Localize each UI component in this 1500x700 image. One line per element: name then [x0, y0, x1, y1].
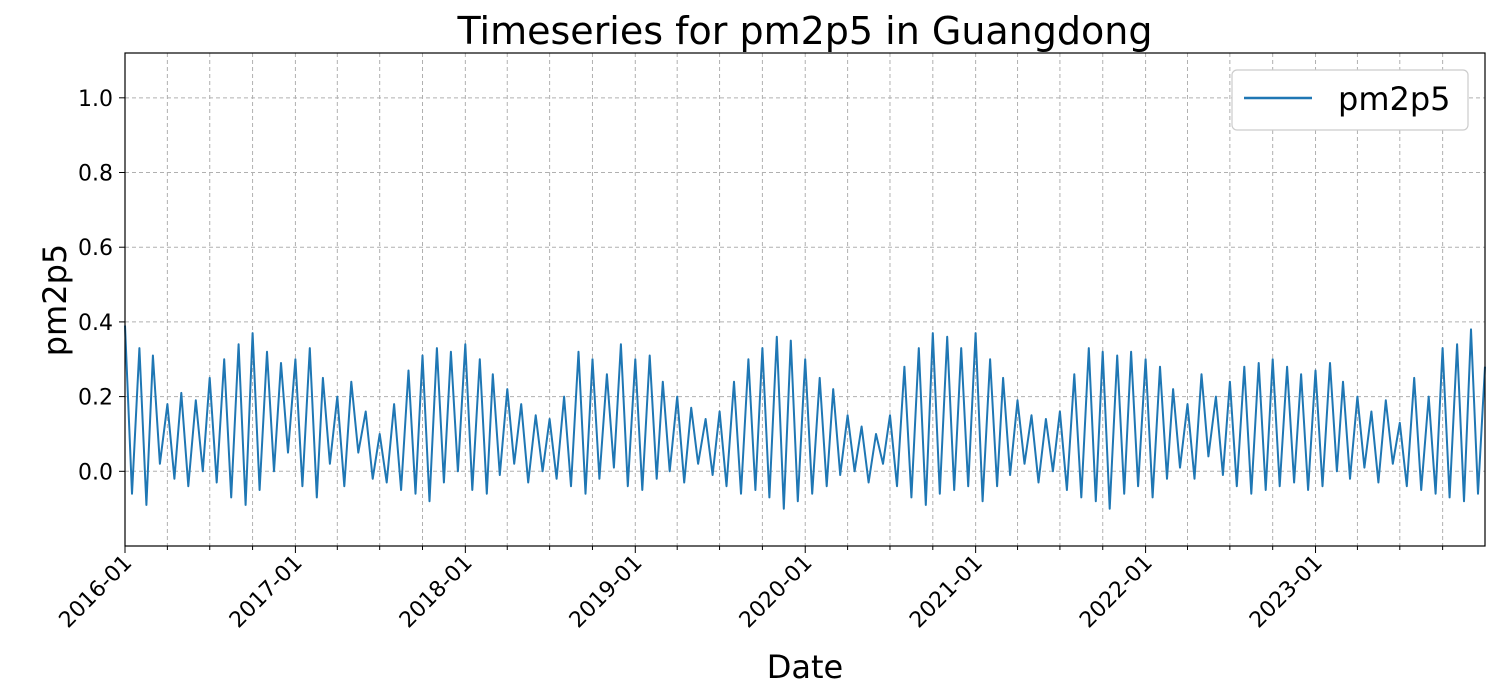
y-tick-label: 0.8 [78, 162, 113, 187]
x-tick-label: 2016-01 [55, 551, 138, 634]
y-tick-label: 0.6 [78, 236, 113, 261]
y-tick-label: 0.0 [78, 460, 113, 485]
x-axis-label: Date [767, 648, 843, 686]
grid-lines [124, 53, 1485, 546]
x-tick-label: 2021-01 [905, 551, 988, 634]
y-tick-label: 0.2 [78, 386, 113, 411]
legend-label-pm2p5: pm2p5 [1338, 80, 1451, 118]
x-tick-label: 2022-01 [1075, 551, 1158, 634]
x-tick-label: 2020-01 [735, 551, 818, 634]
x-tick-label: 2018-01 [395, 551, 478, 634]
x-tick-label: 2017-01 [225, 551, 308, 634]
y-axis-label: pm2p5 [36, 244, 74, 357]
x-tick-label: 2019-01 [565, 551, 648, 634]
series-line-pm2p5 [124, 325, 1486, 510]
chart-title: Timeseries for pm2p5 in Guangdong [457, 9, 1153, 53]
series-layer [124, 325, 1486, 510]
x-tick-label: 2023-01 [1245, 551, 1328, 634]
y-tick-label: 1.0 [78, 87, 113, 112]
legend: pm2p5 [1231, 69, 1469, 131]
legend-box [1231, 69, 1469, 131]
y-tick-label: 0.4 [78, 311, 113, 336]
